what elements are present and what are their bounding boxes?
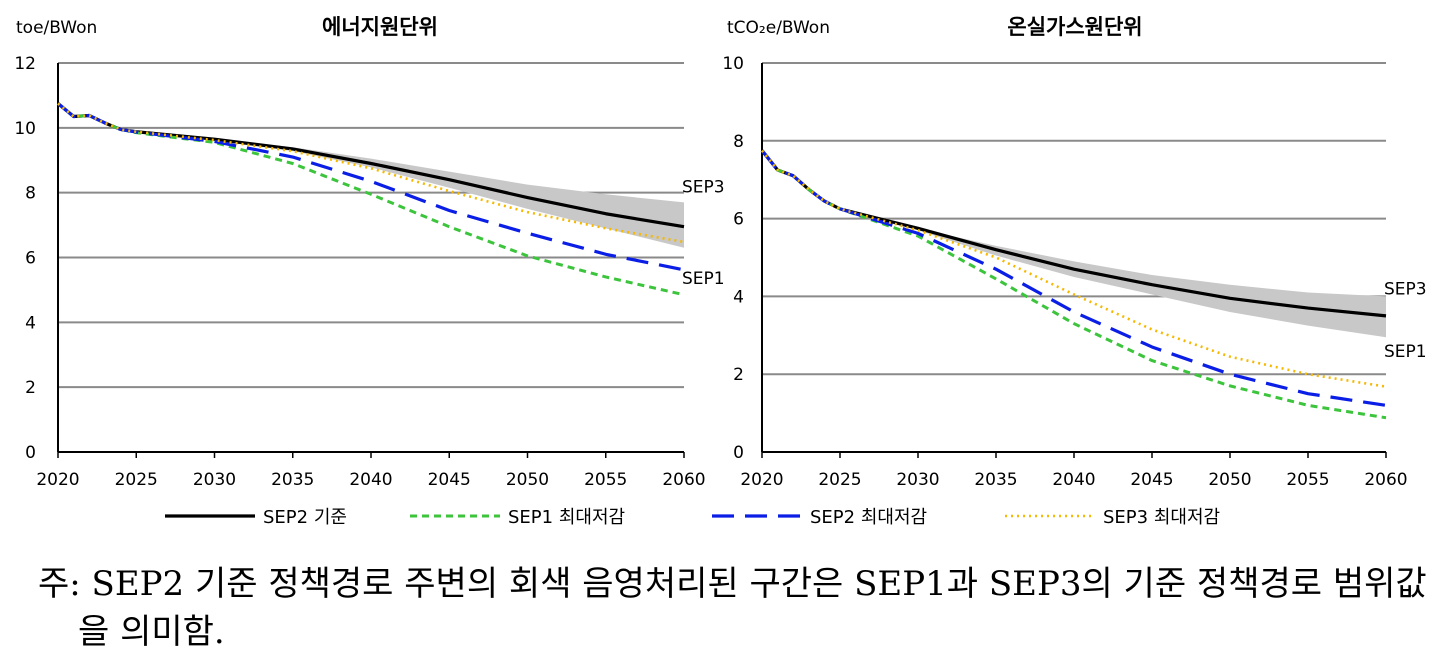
x-tick-label: 2020: [740, 470, 783, 490]
series-line-sep1-max-reduction: [760, 149, 1387, 420]
y-tick-label: 0: [733, 443, 744, 463]
y-tick-label: 4: [733, 287, 744, 307]
chart-title: 온실가스원단위: [1007, 15, 1142, 39]
x-tick-label: 2040: [349, 470, 392, 490]
x-tick-label: 2030: [896, 470, 939, 490]
chart-energy: 에너지원단위 toe/BWon 0 2 4 6 8 10 12 2020 2025 2030 2035 2…: [14, 15, 724, 490]
x-tick-label: 2030: [193, 470, 236, 490]
y-axis-unit-label: tCO₂e/BWon: [727, 18, 830, 38]
legend-label-sep2-baseline: SEP2 기준: [263, 507, 347, 528]
legend: SEP2 기준 SEP1 최대저감 SEP2 최대저감 SEP3 최대저감: [165, 507, 1220, 528]
y-tick-label: 0: [25, 443, 36, 463]
annotation-sep1: SEP1: [1384, 342, 1427, 362]
x-tick-label: 2025: [115, 470, 158, 490]
y-tick-label: 6: [733, 210, 744, 230]
footnote: 주: SEP2 기준 정책경로 주변의 회색 음영처리된 구간은 SEP1과 S…: [38, 560, 1438, 656]
x-tick-label: 2025: [818, 470, 861, 490]
annotation-sep1: SEP1: [682, 269, 725, 289]
x-tick-label: 2055: [584, 470, 627, 490]
chart-ghg: 온실가스원단위 tCO₂e/BWon 0 2 4 6 8 10 2020 2025 2030 2035…: [722, 15, 1426, 490]
y-axis-unit-label: toe/BWon: [16, 18, 97, 38]
series-line-sep3-max-reduction: [57, 102, 685, 244]
x-tick-label: 2050: [506, 470, 549, 490]
annotation-sep3: SEP3: [1384, 279, 1427, 299]
legend-label-sep1-max-reduction: SEP1 최대저감: [508, 507, 625, 528]
x-tick-label: 2055: [1286, 470, 1329, 490]
y-tick-label: 8: [733, 132, 744, 152]
footnote-line-1: 주: SEP2 기준 정책경로 주변의 회색 음영처리된 구간은 SEP1과 S…: [38, 564, 1427, 604]
x-tick-label: 2050: [1208, 470, 1251, 490]
y-tick-label: 10: [722, 54, 744, 74]
y-tick-label: 2: [733, 365, 744, 385]
series-line-sep2-max-reduction: [760, 149, 1387, 407]
range-band: [762, 150, 1386, 338]
x-tick-label: 2020: [36, 470, 79, 490]
y-tick-label: 12: [14, 54, 36, 74]
x-tick-label: 2040: [1052, 470, 1095, 490]
x-tick-label: 2060: [1364, 470, 1407, 490]
chart-figure: 에너지원단위 toe/BWon 0 2 4 6 8 10 12 2020 2025 2030 2035 2…: [14, 15, 1426, 528]
legend-label-sep2-max-reduction: SEP2 최대저감: [810, 507, 927, 528]
range-band: [58, 103, 684, 248]
x-tick-label: 2045: [428, 470, 471, 490]
y-tick-label: 10: [14, 119, 36, 139]
y-tick-label: 6: [25, 249, 36, 269]
y-tick-label: 2: [25, 378, 36, 398]
y-tick-label: 4: [25, 313, 36, 333]
footnote-line-2: 을 의미함.: [78, 612, 225, 652]
x-tick-label: 2035: [271, 470, 314, 490]
chart-title: 에너지원단위: [322, 15, 438, 39]
x-tick-label: 2060: [662, 470, 705, 490]
legend-label-sep3-max-reduction: SEP3 최대저감: [1103, 507, 1220, 528]
series-line-sep3-max-reduction: [760, 149, 1387, 388]
x-tick-label: 2035: [974, 470, 1017, 490]
x-tick-label: 2045: [1130, 470, 1173, 490]
y-tick-label: 8: [25, 184, 36, 204]
annotation-sep3: SEP3: [682, 177, 725, 197]
